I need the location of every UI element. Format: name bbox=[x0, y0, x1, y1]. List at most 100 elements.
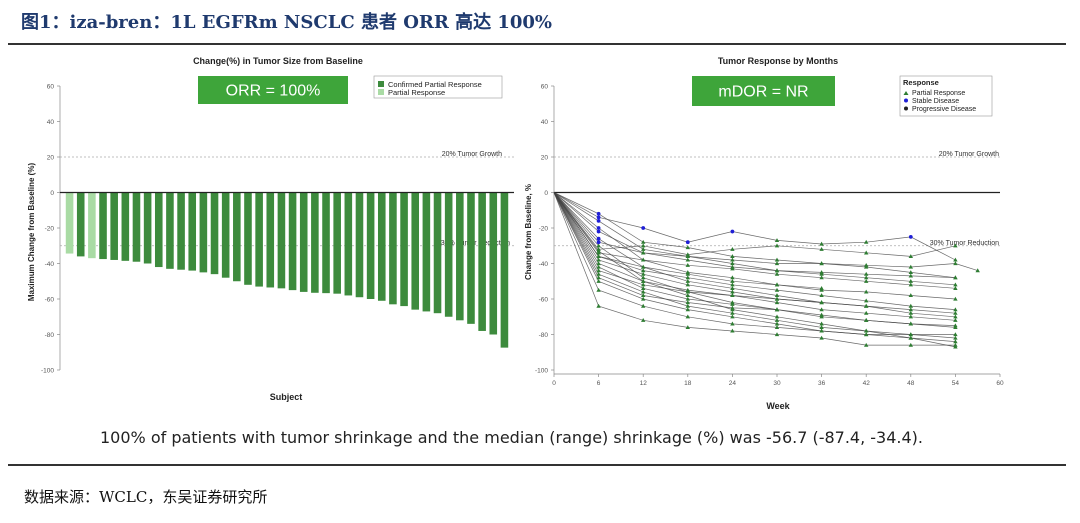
partial-response-marker bbox=[730, 305, 735, 310]
waterfall-chart: Change(%) in Tumor Size from Baseline Ma… bbox=[27, 56, 514, 402]
reference-line-label: 30% Tumor Reduction bbox=[441, 240, 510, 247]
bar bbox=[76, 192, 85, 257]
bar bbox=[333, 192, 341, 294]
patient-line bbox=[553, 192, 956, 310]
bar bbox=[422, 192, 431, 312]
y-tick-label: -40 bbox=[45, 261, 55, 268]
bar bbox=[266, 192, 275, 288]
bar bbox=[121, 192, 130, 261]
partial-response-marker bbox=[953, 286, 958, 290]
partial-response-marker bbox=[953, 307, 958, 312]
partial-response-marker bbox=[596, 303, 601, 308]
partial-response-marker bbox=[596, 271, 601, 276]
partial-response-marker bbox=[641, 264, 646, 269]
bar bbox=[411, 192, 420, 310]
partial-response-marker bbox=[730, 289, 735, 294]
partial-response-marker bbox=[596, 250, 601, 255]
legend-label-sd: Stable Disease bbox=[912, 98, 959, 105]
partial-response-marker bbox=[730, 254, 735, 258]
partial-response-marker bbox=[596, 261, 601, 266]
orr-badge: ORR = 100% bbox=[198, 76, 348, 104]
bar bbox=[433, 192, 442, 314]
partial-response-marker bbox=[953, 257, 958, 262]
partial-response-marker bbox=[596, 247, 601, 251]
stable-disease-marker bbox=[596, 240, 601, 245]
stable-disease-marker bbox=[596, 226, 601, 230]
x-tick-label: 42 bbox=[863, 380, 871, 387]
y-tick-label: -60 bbox=[45, 297, 55, 304]
bar bbox=[132, 192, 141, 262]
legend-label-partial: Partial Response bbox=[388, 88, 445, 97]
bar bbox=[467, 192, 475, 324]
partial-response-marker bbox=[774, 296, 780, 301]
mdor-badge: mDOR = NR bbox=[692, 76, 835, 106]
partial-response-marker bbox=[774, 332, 780, 337]
partial-response-marker bbox=[730, 282, 735, 287]
x-tick-label: 30 bbox=[773, 380, 781, 387]
partial-response-marker bbox=[641, 293, 646, 298]
reference-line-label: 30% Tumor Reduction bbox=[930, 240, 999, 247]
y-tick-label: -20 bbox=[539, 226, 549, 233]
partial-response-marker bbox=[774, 238, 780, 243]
partial-response-marker bbox=[953, 325, 958, 329]
partial-response-marker bbox=[685, 296, 690, 301]
y-tick-label: -20 bbox=[45, 226, 55, 233]
bar bbox=[355, 192, 364, 298]
stable-disease-marker bbox=[730, 229, 735, 234]
partial-response-marker bbox=[596, 257, 601, 262]
x-tick-label: 12 bbox=[640, 380, 648, 387]
bar bbox=[456, 192, 464, 321]
partial-response-marker bbox=[774, 287, 780, 292]
bar bbox=[244, 192, 252, 285]
partial-response-marker bbox=[641, 271, 646, 276]
partial-response-marker bbox=[819, 307, 824, 312]
partial-response-marker bbox=[864, 328, 869, 333]
x-tick-label: 36 bbox=[818, 380, 826, 387]
x-tick-label: 48 bbox=[907, 380, 915, 387]
partial-response-marker bbox=[864, 239, 869, 244]
partial-response-marker bbox=[774, 318, 780, 322]
partial-response-marker bbox=[953, 314, 958, 319]
patient-line bbox=[553, 192, 956, 346]
partial-response-marker bbox=[953, 243, 958, 248]
partial-response-marker bbox=[953, 275, 958, 280]
bar bbox=[400, 192, 408, 307]
legend-swatch-confirmed bbox=[378, 81, 384, 87]
partial-response-marker bbox=[730, 302, 735, 306]
partial-response-marker bbox=[730, 266, 735, 271]
spider-chart: Tumor Response by Months Change from Bas… bbox=[524, 56, 1004, 411]
partial-response-marker bbox=[864, 318, 869, 322]
y-tick-label: 40 bbox=[47, 119, 55, 126]
patient-line bbox=[553, 192, 956, 300]
partial-response-marker bbox=[774, 307, 780, 312]
partial-response-marker bbox=[864, 342, 869, 347]
stable-disease-marker bbox=[908, 234, 913, 239]
bar bbox=[311, 192, 319, 293]
partial-response-marker bbox=[730, 275, 735, 280]
bar bbox=[288, 192, 297, 291]
partial-response-marker bbox=[685, 271, 690, 276]
legend-swatch-partial bbox=[378, 89, 384, 95]
y-tick-label: -100 bbox=[41, 368, 54, 375]
bar bbox=[478, 192, 486, 331]
partial-response-marker bbox=[774, 325, 780, 329]
partial-response-marker bbox=[819, 325, 824, 329]
x-tick-label: 60 bbox=[996, 380, 1004, 387]
patient-line bbox=[553, 192, 956, 289]
partial-response-marker bbox=[685, 307, 690, 312]
partial-response-marker bbox=[908, 273, 913, 278]
partial-response-marker bbox=[953, 296, 958, 301]
partial-response-marker bbox=[774, 314, 780, 319]
partial-response-marker bbox=[685, 282, 690, 287]
patient-line bbox=[553, 192, 956, 342]
y-tick-label: 0 bbox=[544, 190, 548, 197]
bottom-rule bbox=[8, 464, 1066, 466]
partial-response-marker bbox=[730, 257, 735, 262]
patient-line bbox=[553, 192, 956, 321]
partial-response-marker bbox=[908, 310, 913, 315]
bar bbox=[233, 192, 241, 282]
legend-label-confirmed: Confirmed Partial Response bbox=[388, 80, 482, 89]
bar bbox=[489, 192, 498, 335]
partial-response-marker bbox=[819, 293, 824, 298]
partial-response-marker bbox=[953, 342, 958, 347]
